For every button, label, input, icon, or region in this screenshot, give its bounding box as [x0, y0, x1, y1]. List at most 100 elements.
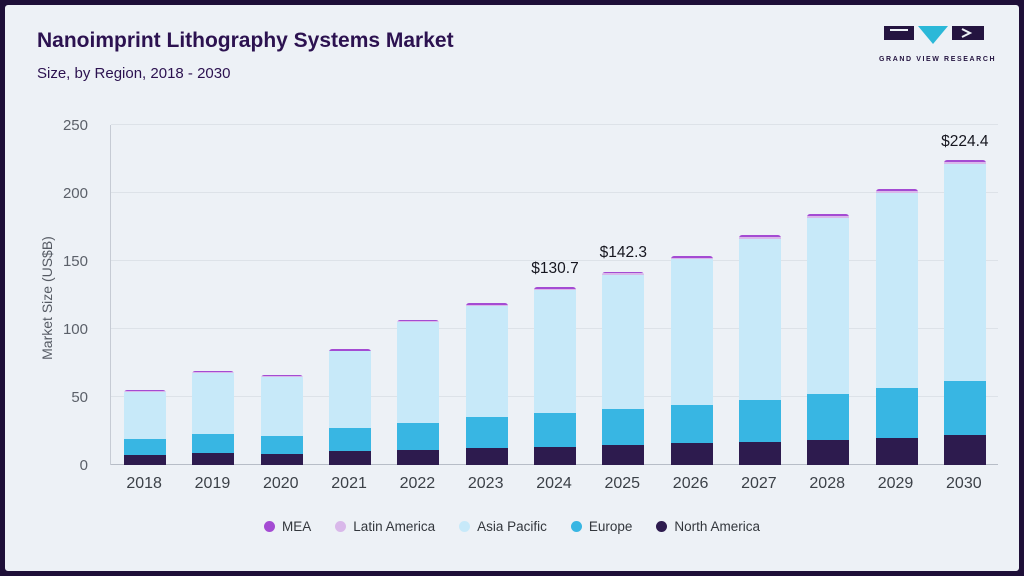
bar-segment-asia-pacific [670, 258, 713, 406]
bar-segment-mea [192, 371, 235, 373]
bar-segment-asia-pacific [943, 164, 986, 381]
bar-segment-europe [192, 433, 235, 453]
y-tick-label: 100 [62, 321, 88, 338]
legend-label: MEA [282, 519, 312, 534]
bar-segment-latin-america [534, 288, 576, 291]
bar-segment-latin-america [260, 376, 303, 378]
bar-2027 [738, 235, 781, 465]
page-subtitle: Size, by Region, 2018 - 2030 [37, 65, 231, 82]
gridline [111, 260, 998, 261]
bar-segment-north-america [192, 452, 235, 465]
legend-item-asia-pacific: Asia Pacific [459, 519, 547, 534]
x-tick-label: 2029 [877, 475, 914, 492]
y-axis: 0 50 100 150 200 250 [5, 117, 100, 474]
bar-segment-north-america [807, 439, 850, 465]
gridline [111, 124, 998, 125]
legend-dot-icon [570, 521, 582, 532]
bar-segment-mea [465, 303, 508, 305]
bar-segment-mea [534, 287, 576, 289]
bar-segment-mea [329, 349, 372, 351]
bar-segment-asia-pacific [397, 322, 440, 423]
legend-dot-icon [264, 521, 276, 532]
legend-item-europe: Europe [570, 519, 633, 534]
x-tick-label: 2027 [741, 475, 777, 492]
legend-label: Europe [588, 519, 633, 534]
bar-segment-europe [397, 422, 440, 451]
bar-segment-mea [397, 319, 440, 322]
legend-dot-icon [459, 521, 471, 532]
legend-item-mea: MEA [264, 519, 311, 534]
x-tick-label: 2028 [809, 475, 845, 492]
legend-dot-icon [335, 521, 347, 532]
x-tick-label: 2018 [126, 475, 162, 492]
bar-segment-north-america [602, 445, 645, 465]
y-tick-label: 200 [62, 185, 88, 202]
bar-segment-europe [602, 409, 645, 446]
x-tick-label: 2024 [536, 475, 572, 492]
gridline [111, 192, 998, 193]
bar-segment-latin-america [602, 273, 645, 275]
bar-segment-north-america [670, 443, 713, 465]
x-tick-label: 2025 [604, 475, 641, 492]
bar-segment-asia-pacific [465, 305, 508, 417]
legend-label: Latin America [353, 519, 436, 534]
bar-segment-mea [738, 235, 781, 237]
bar-segment-asia-pacific [602, 274, 645, 410]
bar-segment-asia-pacific [192, 373, 235, 434]
legend-item-latin-america: Latin America [335, 519, 435, 534]
bar-segment-asia-pacific [738, 238, 781, 400]
bar-segment-europe [807, 394, 850, 440]
bar-2024 [534, 287, 576, 465]
data-label-2025: $142.3 [599, 244, 648, 262]
bar-segment-asia-pacific [124, 391, 167, 440]
bar-segment-europe [465, 416, 508, 448]
bar-segment-mea [807, 213, 850, 216]
bar-segment-europe [124, 439, 167, 456]
bar-2025 [602, 271, 645, 465]
bar-segment-europe [329, 428, 372, 452]
bar-segment-latin-america [124, 390, 167, 392]
bar-segment-mea [124, 389, 167, 391]
bar-segment-asia-pacific [329, 351, 372, 429]
legend-item-north-america: North America [656, 519, 760, 534]
x-tick-label: 2020 [262, 475, 299, 492]
bar-segment-mea [602, 271, 645, 274]
data-label-2024: $130.7 [531, 260, 579, 278]
bar-segment-north-america [124, 455, 167, 465]
bar-segment-mea [670, 255, 713, 258]
bar-segment-mea [260, 375, 303, 377]
bar-segment-latin-america [738, 236, 781, 239]
bar-segment-europe [875, 387, 918, 438]
bar-segment-asia-pacific [875, 193, 918, 388]
bar-2026 [670, 255, 713, 465]
x-tick-label: 2023 [467, 475, 504, 492]
bar-2021 [329, 349, 372, 465]
bar-segment-latin-america [875, 191, 918, 194]
chart-legend: MEA Latin America Asia Pacific Europe North … [5, 519, 1019, 534]
bar-2030 [943, 159, 986, 465]
bar-segment-europe [260, 436, 303, 455]
legend-dot-icon [656, 521, 668, 532]
bar-segment-latin-america [943, 162, 986, 165]
bar-segment-europe [943, 380, 986, 436]
bar-segment-europe [670, 405, 713, 444]
y-tick-label: 150 [62, 253, 88, 270]
y-tick-label: 250 [62, 117, 88, 134]
bar-segment-north-america [875, 437, 918, 465]
page-title: Nanoimprint Lithography Systems Market [37, 29, 454, 52]
grand-view-research-logo: GRAND VIEW RESEARCH [879, 25, 995, 63]
bar-2028 [807, 213, 850, 465]
bar-2029 [875, 188, 918, 465]
bar-segment-north-america [738, 441, 781, 465]
bar-segment-latin-america [397, 321, 440, 323]
plot-area: $130.7 $142.3 $224.4 [110, 124, 998, 465]
x-tick-label: 2019 [194, 475, 231, 492]
bar-segment-asia-pacific [807, 217, 850, 395]
y-tick-label: 0 [79, 457, 88, 474]
bar-segment-north-america [397, 450, 440, 465]
data-label-2030: $224.4 [941, 132, 989, 150]
bar-2022 [397, 319, 440, 465]
x-tick-label: 2022 [399, 475, 436, 492]
logo-mark-icon [884, 26, 984, 44]
